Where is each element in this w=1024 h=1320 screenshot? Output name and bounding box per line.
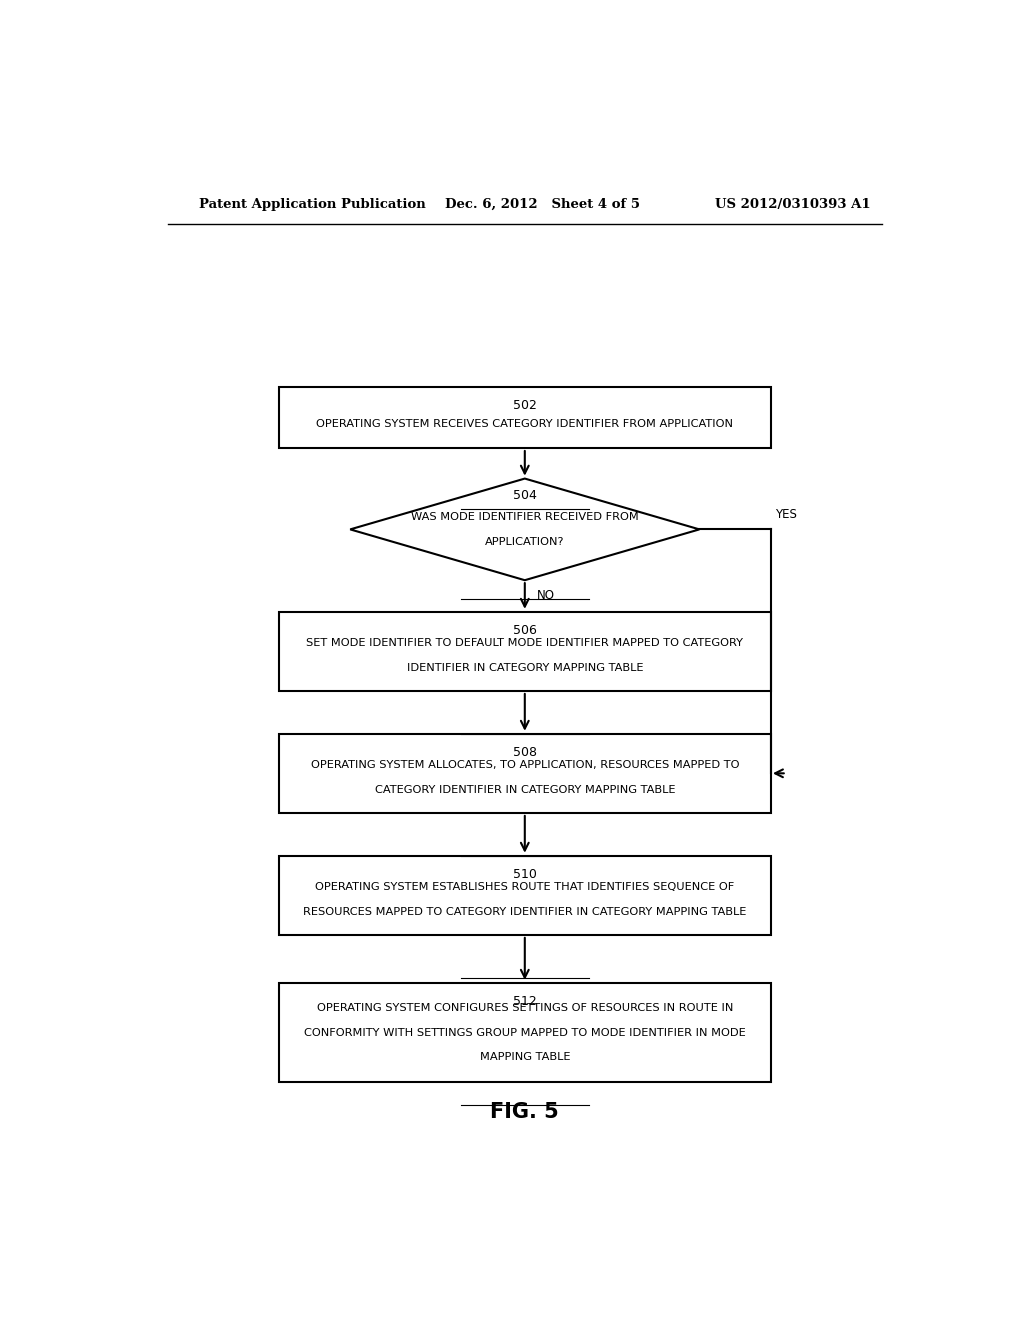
Text: OPERATING SYSTEM CONFIGURES SETTINGS OF RESOURCES IN ROUTE IN: OPERATING SYSTEM CONFIGURES SETTINGS OF … bbox=[316, 1003, 733, 1014]
Text: APPLICATION?: APPLICATION? bbox=[485, 537, 564, 546]
Text: US 2012/0310393 A1: US 2012/0310393 A1 bbox=[715, 198, 870, 211]
Bar bbox=[279, 982, 771, 1082]
Text: 508: 508 bbox=[513, 746, 537, 759]
Text: CONFORMITY WITH SETTINGS GROUP MAPPED TO MODE IDENTIFIER IN MODE: CONFORMITY WITH SETTINGS GROUP MAPPED TO… bbox=[304, 1027, 745, 1038]
Bar bbox=[279, 734, 771, 813]
Text: 506: 506 bbox=[513, 624, 537, 638]
Polygon shape bbox=[350, 479, 699, 581]
Text: 504: 504 bbox=[513, 488, 537, 502]
Text: 510: 510 bbox=[513, 867, 537, 880]
Text: IDENTIFIER IN CATEGORY MAPPING TABLE: IDENTIFIER IN CATEGORY MAPPING TABLE bbox=[407, 663, 643, 673]
Text: 512: 512 bbox=[513, 995, 537, 1008]
Bar bbox=[279, 611, 771, 690]
Text: SET MODE IDENTIFIER TO DEFAULT MODE IDENTIFIER MAPPED TO CATEGORY: SET MODE IDENTIFIER TO DEFAULT MODE IDEN… bbox=[306, 639, 743, 648]
Bar bbox=[279, 855, 771, 935]
Text: Patent Application Publication: Patent Application Publication bbox=[200, 198, 426, 211]
Text: 502: 502 bbox=[513, 399, 537, 412]
Text: Dec. 6, 2012   Sheet 4 of 5: Dec. 6, 2012 Sheet 4 of 5 bbox=[445, 198, 640, 211]
Text: OPERATING SYSTEM RECEIVES CATEGORY IDENTIFIER FROM APPLICATION: OPERATING SYSTEM RECEIVES CATEGORY IDENT… bbox=[316, 418, 733, 429]
Text: MAPPING TABLE: MAPPING TABLE bbox=[479, 1052, 570, 1061]
Text: RESOURCES MAPPED TO CATEGORY IDENTIFIER IN CATEGORY MAPPING TABLE: RESOURCES MAPPED TO CATEGORY IDENTIFIER … bbox=[303, 907, 746, 916]
Text: OPERATING SYSTEM ESTABLISHES ROUTE THAT IDENTIFIES SEQUENCE OF: OPERATING SYSTEM ESTABLISHES ROUTE THAT … bbox=[315, 882, 734, 892]
Text: NO: NO bbox=[537, 590, 555, 602]
Text: CATEGORY IDENTIFIER IN CATEGORY MAPPING TABLE: CATEGORY IDENTIFIER IN CATEGORY MAPPING … bbox=[375, 784, 675, 795]
Text: OPERATING SYSTEM ALLOCATES, TO APPLICATION, RESOURCES MAPPED TO: OPERATING SYSTEM ALLOCATES, TO APPLICATI… bbox=[310, 760, 739, 770]
Text: FIG. 5: FIG. 5 bbox=[490, 1102, 559, 1122]
Text: WAS MODE IDENTIFIER RECEIVED FROM: WAS MODE IDENTIFIER RECEIVED FROM bbox=[411, 512, 639, 523]
Bar bbox=[279, 387, 771, 447]
Text: YES: YES bbox=[775, 508, 797, 521]
